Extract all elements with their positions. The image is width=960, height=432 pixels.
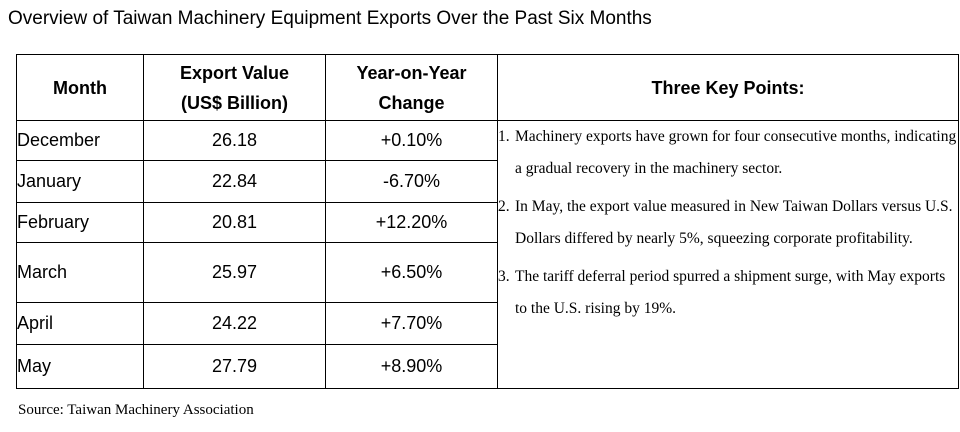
- export-value-cell: 26.18: [143, 120, 326, 161]
- header-yoy-line2: Change: [378, 92, 445, 113]
- header-export-value-line1: Export Value: [179, 62, 290, 83]
- yoy-change-cell: +8.90%: [325, 344, 498, 389]
- month-cell: January: [16, 160, 144, 203]
- key-point-text: The tariff deferral period spurred a shi…: [515, 268, 946, 317]
- yoy-change-cell: +0.10%: [325, 120, 498, 161]
- table-row: February 20.81 +12.20%: [16, 202, 959, 243]
- table-row: May 27.79 +8.90%: [16, 344, 959, 389]
- header-export-value: Export Value (US$ Billion): [143, 54, 326, 121]
- header-row: Month Export Value (US$ Billion) Year-on…: [16, 54, 959, 121]
- export-value-cell: 25.97: [143, 242, 326, 303]
- key-point-number: 3.: [498, 268, 510, 285]
- table-row: December 26.18 +0.10% 1. Machinery expor…: [16, 120, 959, 389]
- header-yoy-line1: Year-on-Year: [356, 62, 467, 83]
- key-point-2: 2. In May, the export value measured in …: [498, 191, 958, 255]
- header-yoy-change: Year-on-Year Change: [325, 54, 498, 121]
- source-note: Source: Taiwan Machinery Association: [18, 402, 254, 418]
- yoy-change-cell: +12.20%: [325, 202, 498, 243]
- header-key-points: Three Key Points:: [497, 54, 959, 121]
- key-point-number: 1.: [498, 128, 510, 145]
- month-cell: April: [16, 302, 144, 345]
- header-export-value-line2: (US$ Billion): [181, 92, 288, 113]
- page-title: Overview of Taiwan Machinery Equipment E…: [8, 8, 652, 29]
- key-point-text: Machinery exports have grown for four co…: [515, 128, 957, 177]
- key-point-text: In May, the export value measured in New…: [515, 198, 953, 247]
- key-points-cell: 1. Machinery exports have grown for four…: [497, 120, 959, 389]
- yoy-change-cell: +6.50%: [325, 242, 498, 303]
- key-point-1: 1. Machinery exports have grown for four…: [498, 121, 958, 185]
- key-point-3: 3. The tariff deferral period spurred a …: [498, 261, 958, 325]
- month-cell: February: [16, 202, 144, 243]
- yoy-change-cell: -6.70%: [325, 160, 498, 203]
- export-value-cell: 27.79: [143, 344, 326, 389]
- export-value-cell: 20.81: [143, 202, 326, 243]
- month-cell: December: [16, 120, 144, 161]
- header-month: Month: [16, 54, 144, 121]
- table-row: January 22.84 -6.70%: [16, 160, 959, 203]
- table-row: April 24.22 +7.70%: [16, 302, 959, 345]
- month-cell: May: [16, 344, 144, 389]
- table-row: March 25.97 +6.50%: [16, 242, 959, 303]
- key-point-number: 2.: [498, 198, 510, 215]
- export-value-cell: 22.84: [143, 160, 326, 203]
- export-value-cell: 24.22: [143, 302, 326, 345]
- exports-table: Month Export Value (US$ Billion) Year-on…: [16, 54, 959, 389]
- month-cell: March: [16, 242, 144, 303]
- yoy-change-cell: +7.70%: [325, 302, 498, 345]
